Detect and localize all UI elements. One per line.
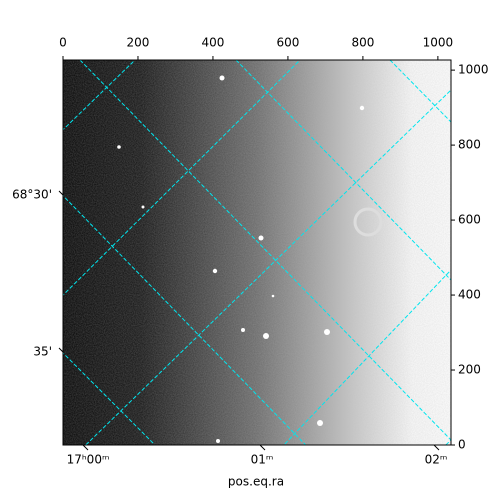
x-tick-label: 400: [201, 36, 224, 50]
y-tick-label: 200: [458, 363, 481, 377]
nebula-ring: [353, 207, 383, 237]
dec-tick-label: 68°30': [12, 188, 52, 202]
x-tick-label: 200: [127, 36, 150, 50]
image: [63, 60, 451, 445]
x-tick-label: 0: [59, 36, 67, 50]
y-tick-label: 800: [458, 138, 481, 152]
y-tick-label: 600: [458, 213, 481, 227]
y-tick-label: 400: [458, 288, 481, 302]
ra-tick: [259, 444, 266, 451]
dec-tick: [58, 190, 64, 196]
ra-tick-label: 02ᵐ: [425, 453, 448, 467]
dec-tick: [58, 347, 64, 353]
x-tick-label: 800: [351, 36, 374, 50]
ra-tick: [433, 444, 440, 451]
plot-frame: [62, 59, 452, 446]
y-tick-label: 1000: [458, 63, 489, 77]
stars: [117, 75, 365, 443]
ra-tick: [82, 444, 89, 451]
x-tick-label: 1000: [423, 36, 454, 50]
ra-tick-label: 01ᵐ: [251, 453, 274, 467]
dec-tick-label: 35': [33, 345, 52, 359]
ra-tick-label: 17ʰ00ᵐ: [67, 453, 110, 467]
y-tick-label: 0: [458, 438, 466, 452]
x-tick-label: 600: [276, 36, 299, 50]
image-noise: [63, 60, 451, 445]
coordinate-grid: [63, 60, 451, 445]
x-axis-label: pos.eq.ra: [228, 475, 284, 489]
